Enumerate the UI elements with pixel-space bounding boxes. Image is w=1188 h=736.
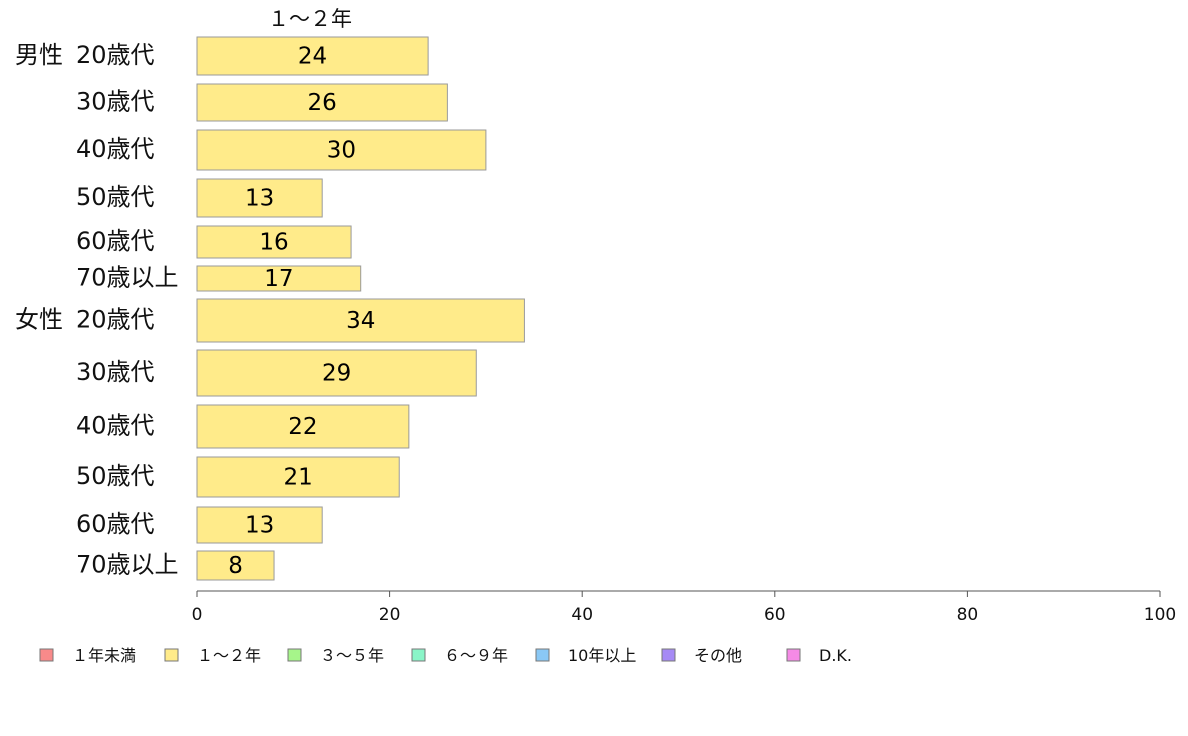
- legend-label: その他: [694, 646, 742, 665]
- bar-value-label: 13: [245, 513, 274, 539]
- bar-value-label: 26: [308, 90, 337, 116]
- legend-label: ６～９年: [444, 646, 508, 665]
- bar-female-4: [196, 506, 323, 544]
- bar-value-label: 21: [283, 465, 312, 491]
- x-axis: 0 20 40 60 80 100: [192, 590, 1176, 625]
- bar-female-2: [196, 404, 410, 449]
- category-label: 30歳代: [76, 358, 155, 386]
- x-tick-label: 20: [379, 605, 401, 625]
- bar-value-label: 8: [228, 553, 243, 579]
- bar-male-3: [196, 178, 323, 218]
- x-tick-label: 0: [192, 605, 203, 625]
- legend-label: ３～５年: [320, 646, 384, 665]
- bar-male-1: [196, 83, 448, 122]
- bar-male-0: [196, 36, 429, 76]
- category-label: 60歳代: [76, 227, 155, 255]
- category-label: 20歳代: [76, 306, 155, 334]
- x-tick-label: 80: [957, 605, 979, 625]
- bar-male-5: [196, 265, 362, 292]
- legend-swatch: [39, 648, 54, 662]
- bar-male-2: [196, 129, 487, 171]
- legend-swatch: [287, 648, 302, 662]
- bar-female-0: [196, 298, 525, 343]
- category-label: 60歳代: [76, 510, 155, 538]
- legend-swatch: [164, 648, 179, 662]
- category-label: 40歳代: [76, 412, 155, 440]
- series-title: １～２年: [268, 7, 352, 31]
- bar-value-label: 13: [245, 186, 274, 212]
- legend-swatch: [786, 648, 801, 662]
- bar-female-5: [196, 550, 275, 581]
- category-label: 50歳代: [76, 462, 155, 490]
- legend-swatch: [411, 648, 426, 662]
- bar-value-label: 30: [327, 138, 356, 164]
- category-label: 20歳代: [76, 41, 155, 69]
- legend-swatch: [535, 648, 550, 662]
- bar-value-label: 34: [346, 308, 375, 334]
- legend: １年未満 １～２年 ３～５年 ６～９年 10年以上 その他 D.K.: [39, 646, 852, 665]
- category-label: 70歳以上: [76, 551, 179, 579]
- bar-value-label: 29: [322, 361, 351, 387]
- x-tick-label: 100: [1144, 605, 1176, 625]
- bar-male-4: [196, 225, 352, 259]
- bar-value-label: 17: [264, 266, 293, 292]
- category-label: 50歳代: [76, 183, 155, 211]
- legend-swatch: [661, 648, 676, 662]
- x-tick-label: 40: [571, 605, 593, 625]
- category-label: 30歳代: [76, 88, 155, 116]
- group-label: 女性: [15, 306, 63, 334]
- legend-label: D.K.: [819, 646, 852, 665]
- legend-label: 10年以上: [568, 646, 636, 665]
- category-labels-layer: 20歳代男性30歳代40歳代50歳代60歳代70歳以上20歳代女性30歳代40歳…: [15, 41, 179, 579]
- category-label: 70歳以上: [76, 264, 179, 292]
- legend-label: １年未満: [72, 646, 136, 665]
- bar-female-1: [196, 349, 477, 397]
- bar-female-3: [196, 456, 400, 498]
- x-tick-label: 60: [764, 605, 786, 625]
- legend-label: １～２年: [197, 646, 261, 665]
- category-label: 40歳代: [76, 135, 155, 163]
- bar-value-label: 16: [259, 230, 288, 256]
- group-label: 男性: [15, 41, 63, 69]
- bar-value-label: 24: [298, 44, 327, 70]
- bar-value-label: 22: [288, 414, 317, 440]
